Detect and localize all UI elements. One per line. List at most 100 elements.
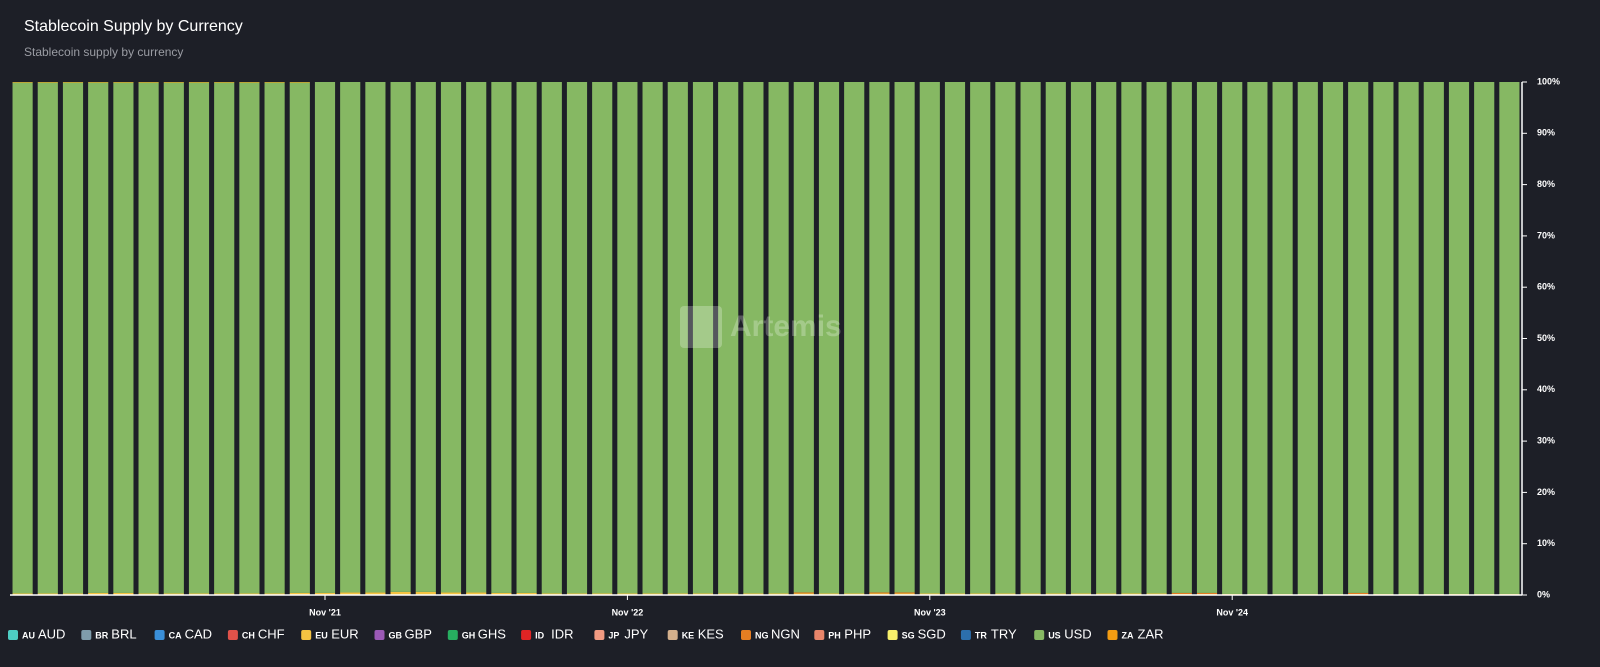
legend-swatch[interactable] (227, 630, 238, 640)
legend-label[interactable]: USD (1064, 626, 1091, 641)
bar-segment (113, 592, 134, 595)
bar-segment (138, 593, 159, 595)
bar-segment (314, 82, 336, 593)
bar-segment (365, 592, 386, 595)
bar-segment (188, 593, 210, 595)
legend-label[interactable]: GBP (405, 626, 432, 641)
y-tick-label: 90% (1537, 128, 1555, 138)
bar-segment (37, 82, 58, 594)
bar-segment (995, 593, 1016, 595)
bar-segment (894, 593, 915, 595)
legend-swatch[interactable] (447, 630, 458, 640)
bar-segment (12, 82, 33, 594)
legend-flag[interactable]: ZA (1122, 630, 1134, 640)
bar-segment (970, 82, 991, 594)
legend-label[interactable]: CAD (185, 626, 212, 641)
bar-segment (491, 82, 512, 593)
legend-label[interactable]: PHP (844, 626, 871, 641)
bar-segment (541, 82, 562, 594)
bar-segment (516, 82, 537, 593)
bar-segment (844, 593, 865, 595)
bar-segment (163, 82, 184, 83)
legend-swatch[interactable] (8, 630, 18, 640)
legend-flag[interactable]: GH (462, 630, 476, 640)
watermark-logo (680, 306, 722, 348)
legend-swatch[interactable] (154, 630, 165, 640)
legend-label[interactable]: JPY (624, 626, 648, 641)
legend-swatch[interactable] (301, 630, 312, 640)
y-tick-label: 10% (1537, 538, 1555, 548)
legend-flag[interactable]: NG (755, 630, 769, 640)
bar-segment (390, 82, 411, 592)
bar-segment (289, 82, 310, 83)
legend-label[interactable]: SGD (918, 626, 946, 641)
legend-flag[interactable]: CA (169, 630, 182, 640)
legend-flag[interactable]: ID (535, 630, 545, 640)
legend-swatch[interactable] (814, 630, 825, 640)
bar-segment (62, 82, 84, 83)
bar-segment (37, 593, 58, 595)
bar-segment (667, 593, 688, 595)
bar-segment (692, 593, 714, 595)
legend-swatch[interactable] (81, 630, 92, 640)
legend-flag[interactable]: AU (22, 630, 35, 640)
legend-swatch[interactable] (521, 630, 532, 640)
legend-label[interactable]: CHF (258, 626, 285, 641)
bar-segment (113, 82, 134, 593)
legend-swatch[interactable] (594, 630, 605, 640)
bar-segment (138, 82, 159, 83)
legend-label[interactable]: KES (698, 626, 724, 641)
bar-segment (1096, 593, 1117, 595)
legend-swatch[interactable] (667, 630, 678, 640)
legend-label[interactable]: EUR (331, 626, 358, 641)
bar-segment (970, 593, 991, 595)
bar-segment (844, 82, 865, 594)
x-tick-label: Nov '23 (914, 607, 946, 617)
bar-segment (289, 82, 310, 593)
legend-label[interactable]: BRL (111, 626, 136, 641)
x-tick-label: Nov '22 (612, 607, 644, 617)
legend-swatch[interactable] (1034, 630, 1045, 640)
bar-segment (1373, 82, 1394, 594)
bar-segment (214, 82, 235, 594)
legend-flag[interactable]: TR (975, 630, 987, 640)
bar-segment (440, 592, 462, 595)
bar-segment (617, 593, 638, 595)
bar-segment (1121, 82, 1142, 594)
legend-flag[interactable]: BR (95, 630, 108, 640)
y-tick-label: 100% (1537, 76, 1560, 86)
legend-flag[interactable]: JP (608, 630, 619, 640)
y-tick-label: 80% (1537, 179, 1555, 189)
bar-segment (919, 82, 940, 594)
legend-label[interactable]: NGN (771, 626, 800, 641)
legend-flag[interactable]: GB (389, 630, 403, 640)
legend-label[interactable]: TRY (991, 626, 1017, 641)
bar-segment (1045, 82, 1066, 594)
bar-segment (1096, 82, 1117, 594)
legend-swatch[interactable] (887, 630, 898, 640)
bar-segment (1070, 593, 1092, 595)
legend-label[interactable]: IDR (551, 626, 573, 641)
legend-swatch[interactable] (374, 630, 385, 640)
bar-segment (768, 82, 789, 594)
bar-segment (1196, 82, 1218, 593)
legend-label[interactable]: AUD (38, 626, 65, 641)
legend-swatch[interactable] (741, 630, 751, 640)
bar-segment (944, 82, 966, 594)
legend-label[interactable]: ZAR (1138, 626, 1164, 641)
bar-segment (1121, 593, 1142, 595)
legend-flag[interactable]: PH (828, 630, 841, 640)
legend-flag[interactable]: CH (242, 630, 255, 640)
bar-segment (1222, 82, 1243, 594)
legend-flag[interactable]: SG (902, 630, 915, 640)
legend-swatch[interactable] (1107, 630, 1118, 640)
legend-label[interactable]: GHS (478, 626, 507, 641)
bar-segment (62, 82, 84, 594)
bar-segment (264, 82, 285, 594)
legend-flag[interactable]: US (1048, 630, 1061, 640)
legend-flag[interactable]: KE (682, 630, 695, 640)
bar-segment (894, 592, 915, 594)
legend-flag[interactable]: EU (315, 630, 328, 640)
legend-swatch[interactable] (960, 630, 971, 640)
bar-segment (793, 593, 814, 595)
